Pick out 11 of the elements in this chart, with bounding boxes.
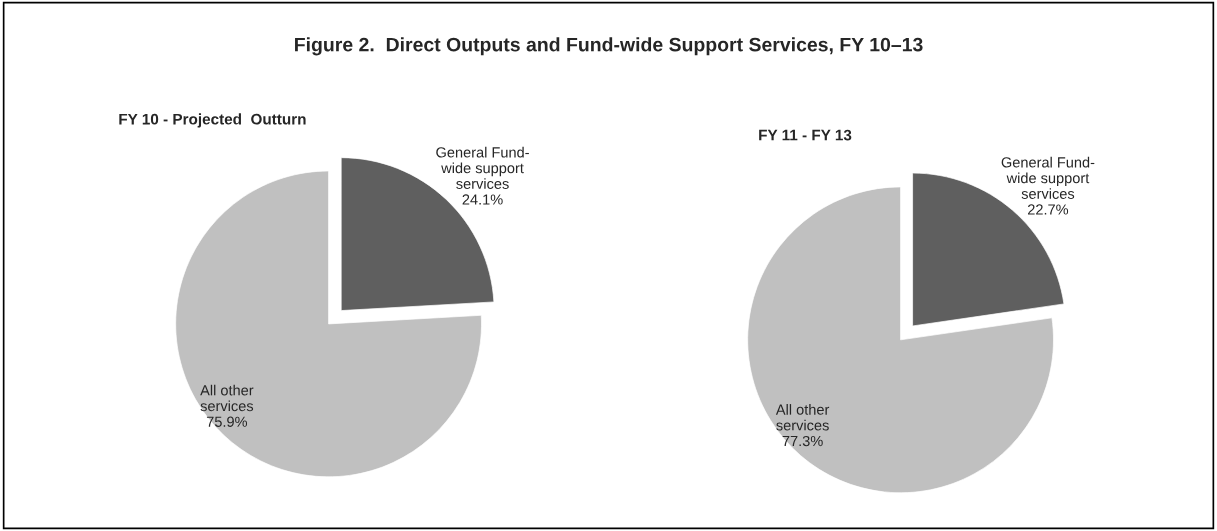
slice-label: All other services [775,404,830,431]
slice-label: All other services [200,384,254,412]
data-label: 75.9% [206,416,248,427]
text: Figure 2. Direct Outputs and Fund-wide Support Services, FY 10–13 [295,37,923,56]
data-label: 77.3% [782,435,823,447]
slice-label: General Fund- wide support services [436,146,529,189]
data-label: 22.7% [1027,204,1069,215]
data-label: 24.1% [462,194,503,205]
slice-label: General Fund- wide support services [1001,156,1095,199]
chart-subtitle: FY 10 - Projected Outturn [119,113,306,128]
chart-title: FY 11 - FY 13 [759,129,852,141]
